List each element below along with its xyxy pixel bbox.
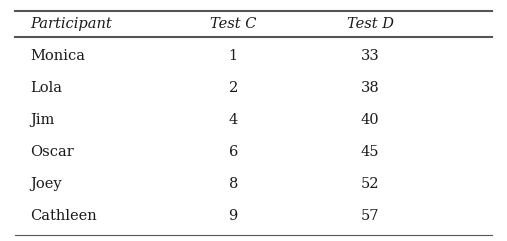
Text: 52: 52 bbox=[361, 177, 379, 191]
Text: 38: 38 bbox=[361, 81, 379, 95]
Text: 40: 40 bbox=[361, 113, 379, 127]
Text: Participant: Participant bbox=[30, 17, 112, 31]
Text: Cathleen: Cathleen bbox=[30, 209, 97, 223]
Text: Test D: Test D bbox=[347, 17, 393, 31]
Text: Test C: Test C bbox=[210, 17, 257, 31]
Text: Lola: Lola bbox=[30, 81, 62, 95]
Text: Jim: Jim bbox=[30, 113, 55, 127]
Text: 6: 6 bbox=[229, 145, 238, 159]
Text: Monica: Monica bbox=[30, 49, 85, 63]
Text: 4: 4 bbox=[229, 113, 238, 127]
Text: 2: 2 bbox=[229, 81, 238, 95]
Text: 8: 8 bbox=[229, 177, 238, 191]
Text: 57: 57 bbox=[361, 209, 379, 223]
Text: 9: 9 bbox=[229, 209, 238, 223]
Text: 33: 33 bbox=[361, 49, 379, 63]
Text: Oscar: Oscar bbox=[30, 145, 74, 159]
Text: 1: 1 bbox=[229, 49, 238, 63]
Text: Joey: Joey bbox=[30, 177, 62, 191]
Text: 45: 45 bbox=[361, 145, 379, 159]
